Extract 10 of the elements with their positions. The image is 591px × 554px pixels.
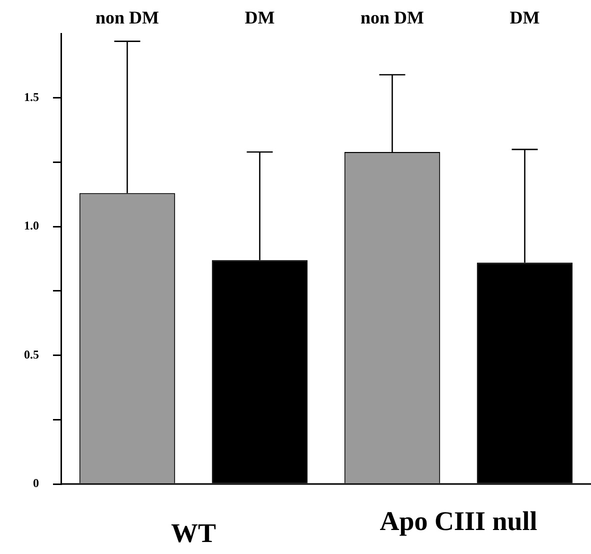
y-tick-label: 1.0 <box>24 218 39 233</box>
y-tick-label: 0.5 <box>24 347 39 362</box>
x-tick-label: non DM <box>360 7 424 28</box>
y-tick-label: 1.5 <box>24 90 39 104</box>
text: Apo CIII null <box>380 506 538 536</box>
x-tick-label: DM <box>244 7 275 28</box>
x-tick-label: non DM <box>95 7 160 28</box>
text: WT <box>170 518 216 548</box>
y-tick-label: 0 <box>33 476 39 490</box>
x-tick-label: DM <box>510 7 540 28</box>
